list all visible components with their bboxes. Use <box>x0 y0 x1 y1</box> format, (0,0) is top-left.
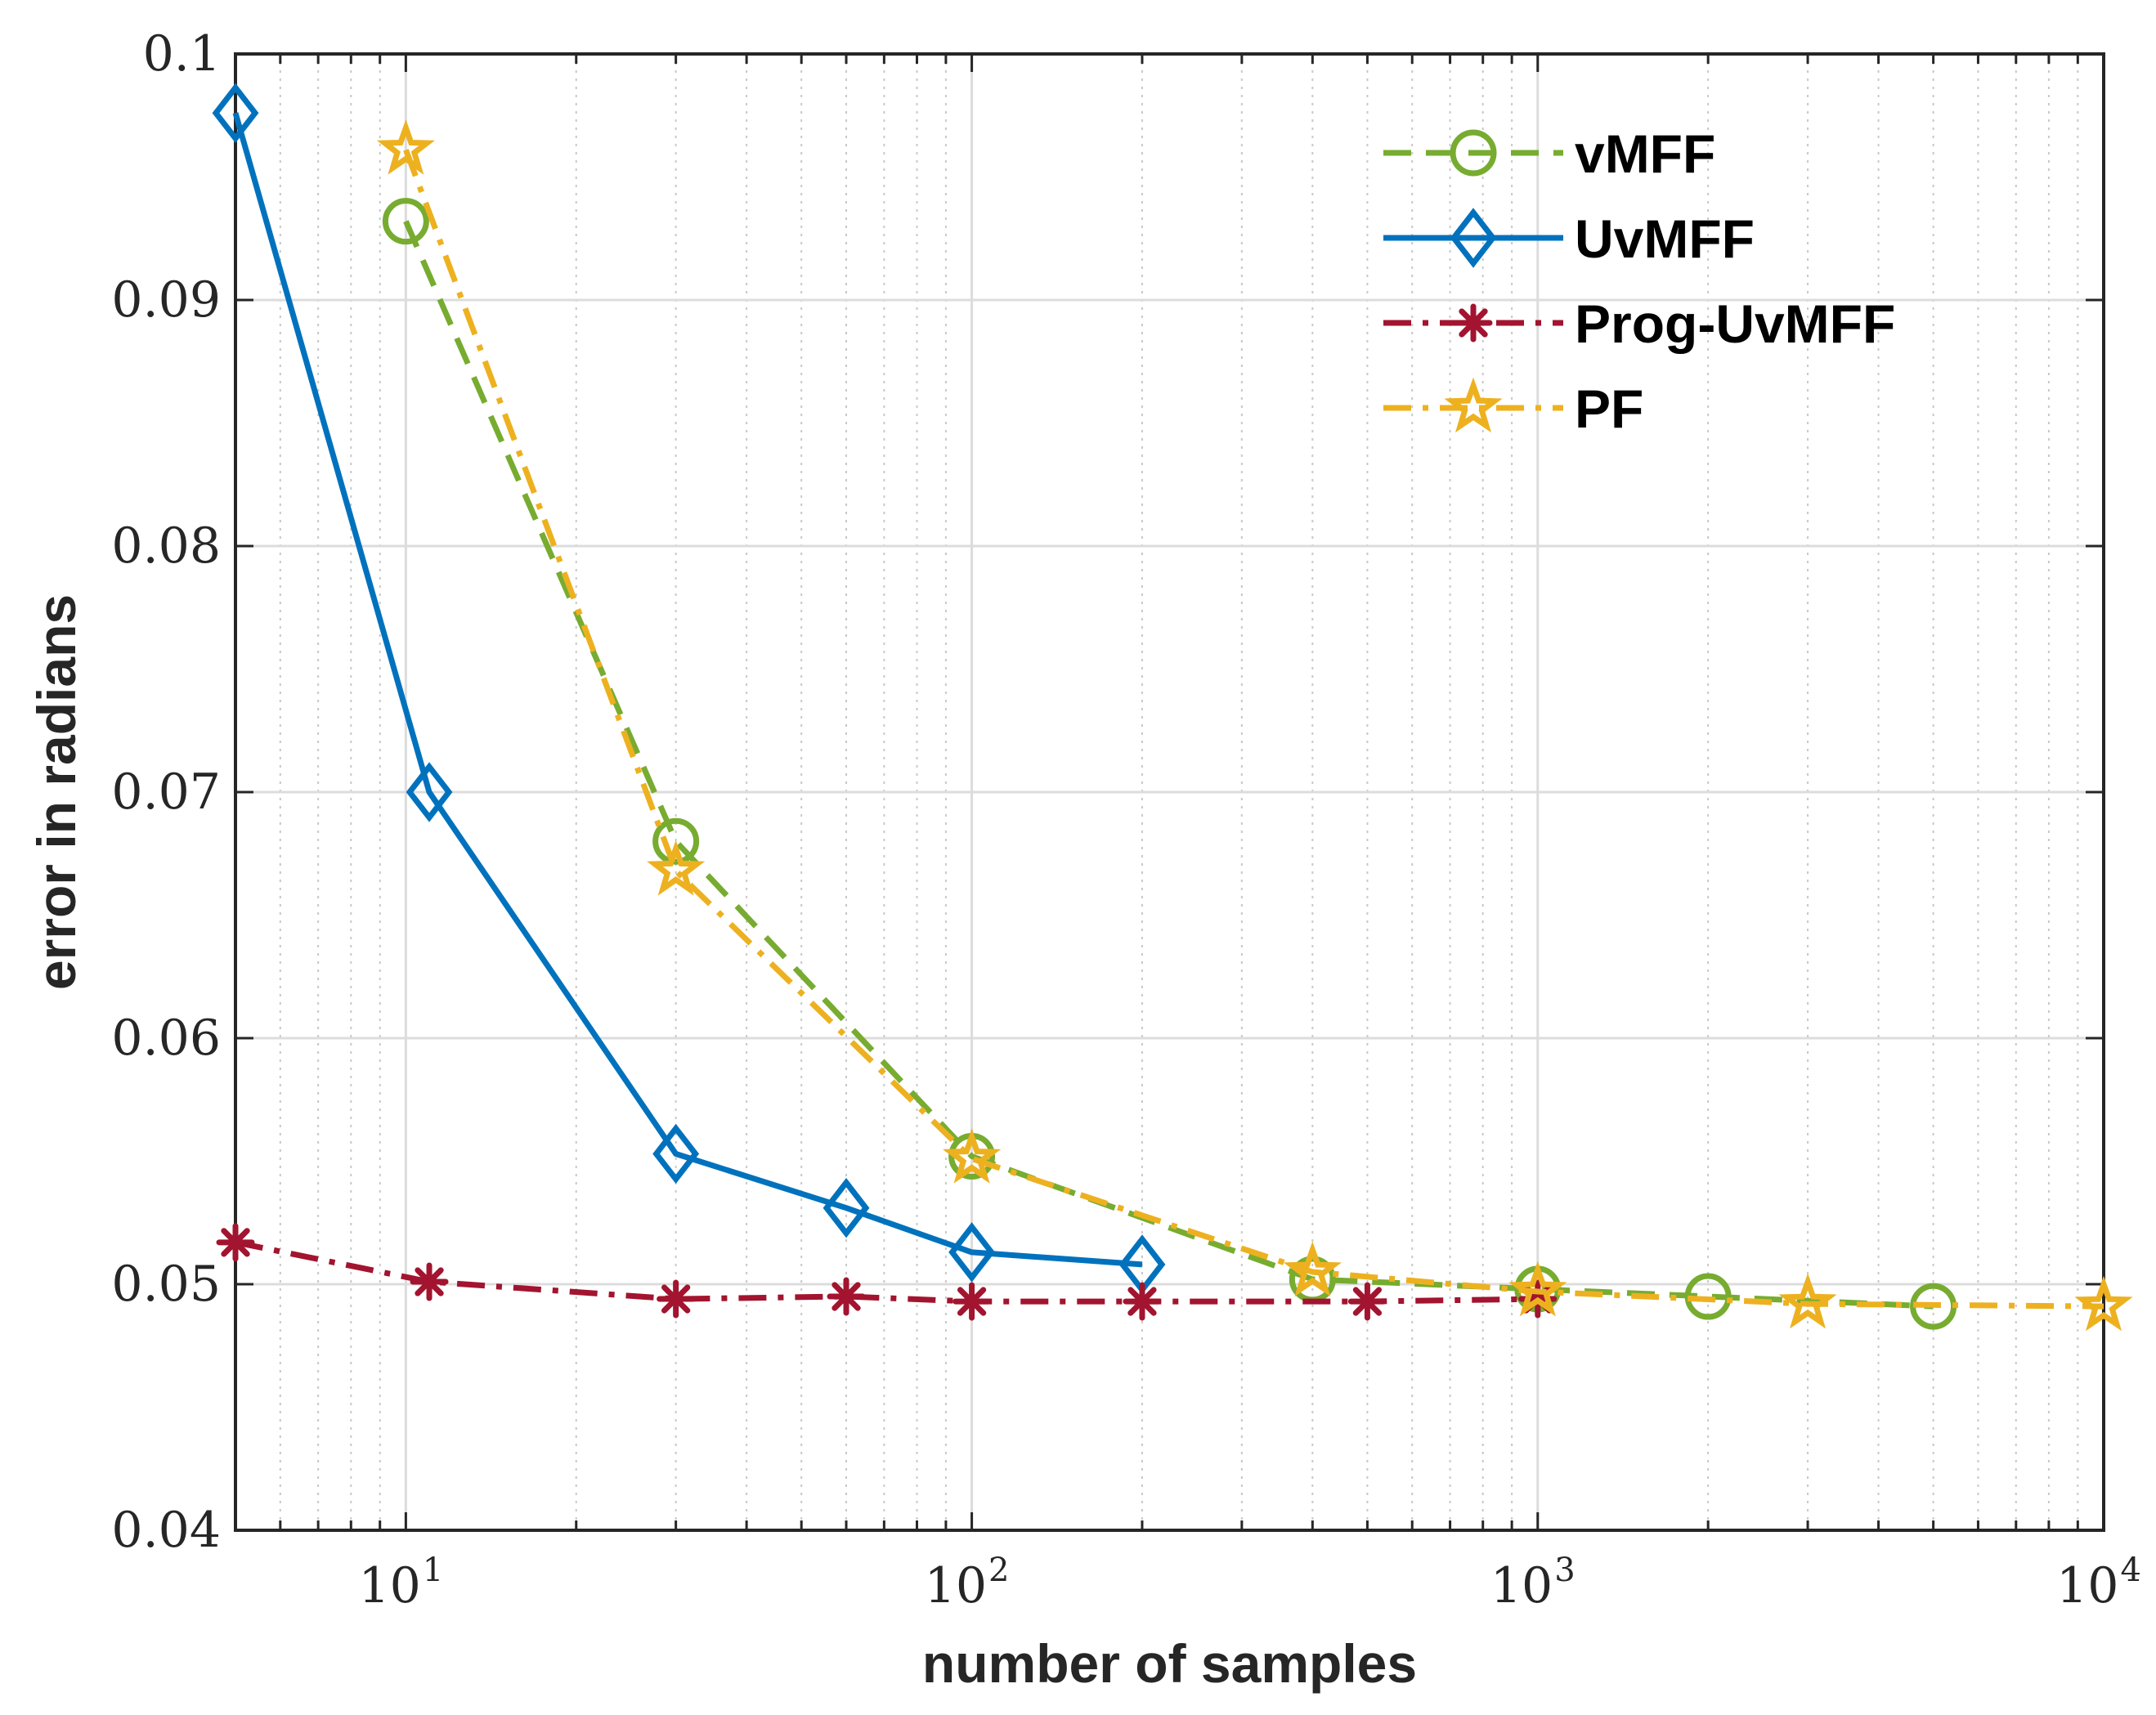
data-point-uvmff <box>406 762 453 822</box>
x-axis-title: number of samples <box>922 1633 1417 1694</box>
data-point-prog-uvmff <box>410 1262 449 1301</box>
y-tick-label: 0.05 <box>111 1256 221 1313</box>
series-line-vmff <box>403 220 1934 1310</box>
legend-marker-prog-uvmff <box>1454 303 1493 343</box>
grid <box>235 52 2105 1532</box>
data-point-pf <box>647 840 706 896</box>
data-point-pf <box>1508 1261 1567 1317</box>
legend-marker-pf <box>1444 377 1503 433</box>
legend: vMFF UvMFF Prog-UvMFF PF <box>1383 123 1895 439</box>
y-tick-label: 0.1 <box>143 25 221 83</box>
series-line-pf <box>403 149 2104 1310</box>
data-point-pf <box>2074 1275 2133 1332</box>
data-point-uvmff <box>212 83 259 143</box>
legend-item-vmff: vMFF <box>1383 123 1715 184</box>
x-tick-label: 101 <box>358 1552 443 1614</box>
data-point-uvmff <box>652 1123 700 1184</box>
data-point-pf <box>376 119 436 175</box>
legend-marker-vmff <box>1450 129 1497 177</box>
x-tick-label: 104 <box>2056 1552 2141 1614</box>
data-point-uvmff <box>948 1222 996 1283</box>
data-point-vmff <box>1684 1273 1732 1320</box>
data-point-pf <box>1778 1273 1837 1329</box>
y-axis-title: error in radians <box>26 594 87 990</box>
data-point-prog-uvmff <box>1123 1282 1162 1321</box>
series-vmff <box>382 198 1957 1330</box>
x-tick-label: 102 <box>925 1552 1010 1614</box>
data-point-pf <box>1283 1241 1342 1297</box>
y-tick-label: 0.06 <box>111 1010 221 1067</box>
data-point-pf <box>943 1128 1002 1184</box>
axis-ticks: 0.04 0.05 0.06 0.07 0.08 0.09 0.1 101 102 103 104 <box>111 25 2141 1614</box>
legend-label-prog-uvmff: Prog-UvMFF <box>1575 293 1895 354</box>
data-point-prog-uvmff <box>1347 1282 1387 1321</box>
y-tick-label: 0.08 <box>111 517 221 575</box>
data-point-prog-uvmff <box>657 1279 696 1319</box>
legend-item-prog-uvmff: Prog-UvMFF <box>1383 293 1895 354</box>
legend-item-pf: PF <box>1383 377 1643 439</box>
series-line-prog-uvmff <box>235 1239 1538 1305</box>
legend-marker-uvmff <box>1450 208 1497 268</box>
y-tick-label: 0.04 <box>111 1502 221 1559</box>
series-line-uvmff <box>232 112 1143 1268</box>
y-tick-label: 0.09 <box>111 271 221 329</box>
data-point-prog-uvmff <box>952 1282 992 1321</box>
y-tick-label: 0.07 <box>111 763 221 821</box>
data-point-vmff <box>382 198 429 245</box>
series-group <box>212 83 2133 1332</box>
data-point-prog-uvmff <box>216 1223 255 1262</box>
series-uvmff <box>212 83 1166 1295</box>
data-point-vmff <box>652 817 700 865</box>
series-pf <box>376 119 2133 1332</box>
x-tick-label: 103 <box>1490 1552 1576 1614</box>
legend-label-vmff: vMFF <box>1575 123 1715 184</box>
legend-label-pf: PF <box>1575 378 1643 439</box>
data-point-prog-uvmff <box>827 1277 866 1316</box>
data-point-uvmff <box>823 1177 870 1238</box>
legend-label-uvmff: UvMFF <box>1575 208 1755 269</box>
legend-item-uvmff: UvMFF <box>1383 208 1755 269</box>
series-prog-uvmff <box>216 1223 1558 1321</box>
